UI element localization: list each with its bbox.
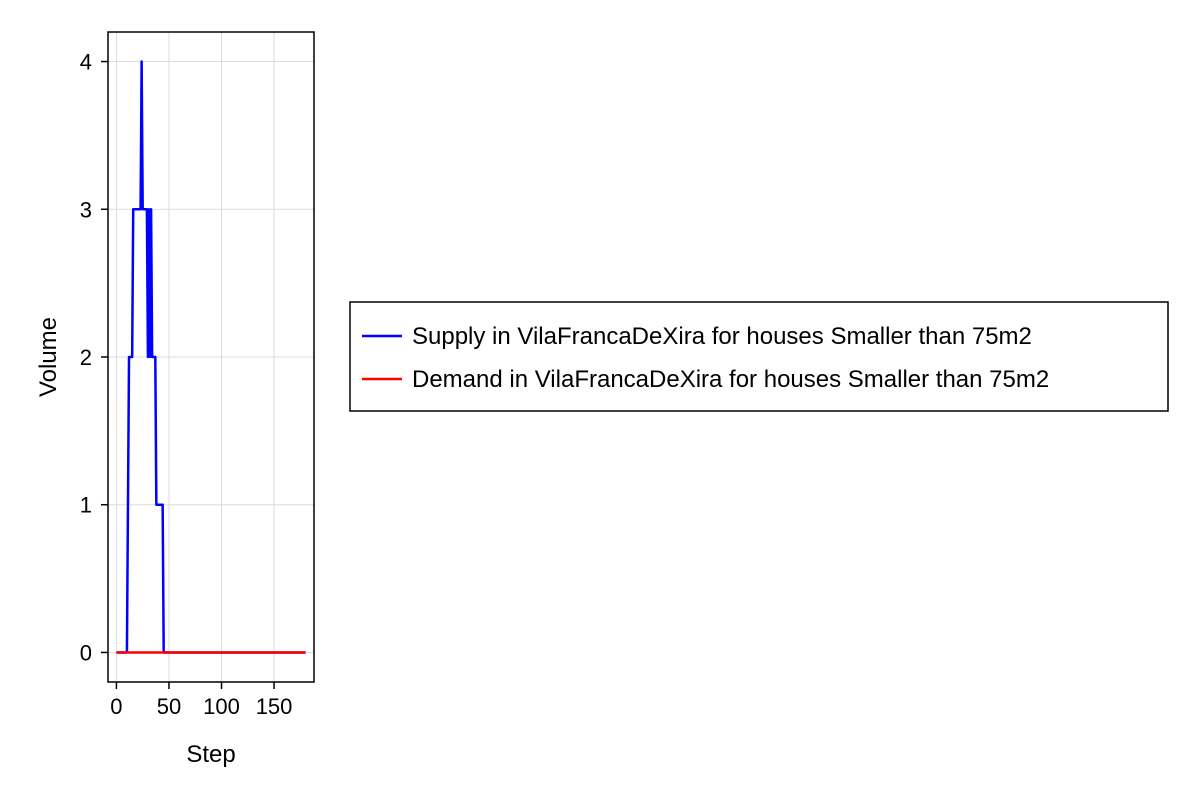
y-tick-label: 3 <box>80 197 92 222</box>
legend-frame <box>349 301 1169 412</box>
y-tick-label: 0 <box>80 640 92 665</box>
legend-label-supply: Supply in VilaFrancaDeXira for houses Sm… <box>412 323 1032 350</box>
legend-label-demand: Demand in VilaFrancaDeXira for houses Sm… <box>412 366 1049 393</box>
x-tick-label: 100 <box>203 694 240 719</box>
y-tick-label: 1 <box>80 493 92 518</box>
series-line-0 <box>116 60 306 654</box>
series-layer <box>116 60 306 654</box>
legend: Supply in VilaFrancaDeXira for houses Sm… <box>349 301 1169 412</box>
y-tick-label: 2 <box>80 345 92 370</box>
x-tick-label: 150 <box>256 694 293 719</box>
y-axis-label: Volume <box>35 317 62 397</box>
x-axis-label: Step <box>186 741 235 768</box>
x-tick-label: 50 <box>157 694 181 719</box>
x-tick-label: 0 <box>110 694 122 719</box>
y-tick-label: 4 <box>80 50 92 75</box>
grid <box>108 32 314 682</box>
ticks: 0 50 100 150 0 1 2 3 4 <box>80 50 293 719</box>
